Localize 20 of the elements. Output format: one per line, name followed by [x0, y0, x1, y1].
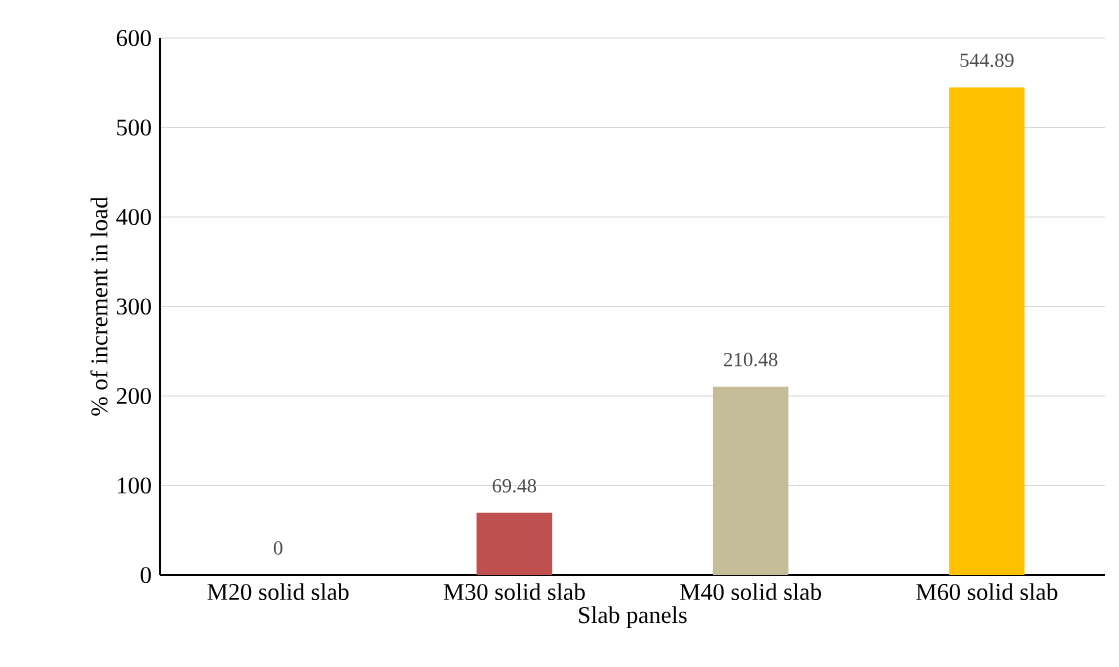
- data-label: 0: [273, 541, 283, 555]
- data-label: 69.48: [492, 479, 537, 493]
- x-tick-label: M40 solid slab: [679, 583, 822, 601]
- y-axis-title: % of increment in load: [90, 196, 108, 416]
- y-tick-label: 200: [116, 387, 151, 405]
- y-tick-label: 300: [116, 298, 151, 315]
- data-label: 210.48: [724, 352, 778, 367]
- x-tick-label: M20 solid slab: [207, 583, 349, 601]
- y-tick-label: 600: [116, 29, 151, 47]
- x-axis-title: Slab panels: [579, 606, 687, 629]
- y-tick-label: 100: [117, 477, 151, 494]
- y-tick-label: 400: [116, 208, 151, 226]
- x-tick-label: M30 solid slab: [443, 583, 585, 601]
- bar: [949, 87, 1025, 575]
- x-tick-label: M60 solid slab: [916, 583, 1058, 601]
- data-label: 544.89: [960, 53, 1014, 68]
- y-tick-label: 500: [117, 119, 151, 136]
- bar: [476, 512, 553, 575]
- y-tick-label: 0: [140, 566, 151, 584]
- bar: [712, 386, 789, 575]
